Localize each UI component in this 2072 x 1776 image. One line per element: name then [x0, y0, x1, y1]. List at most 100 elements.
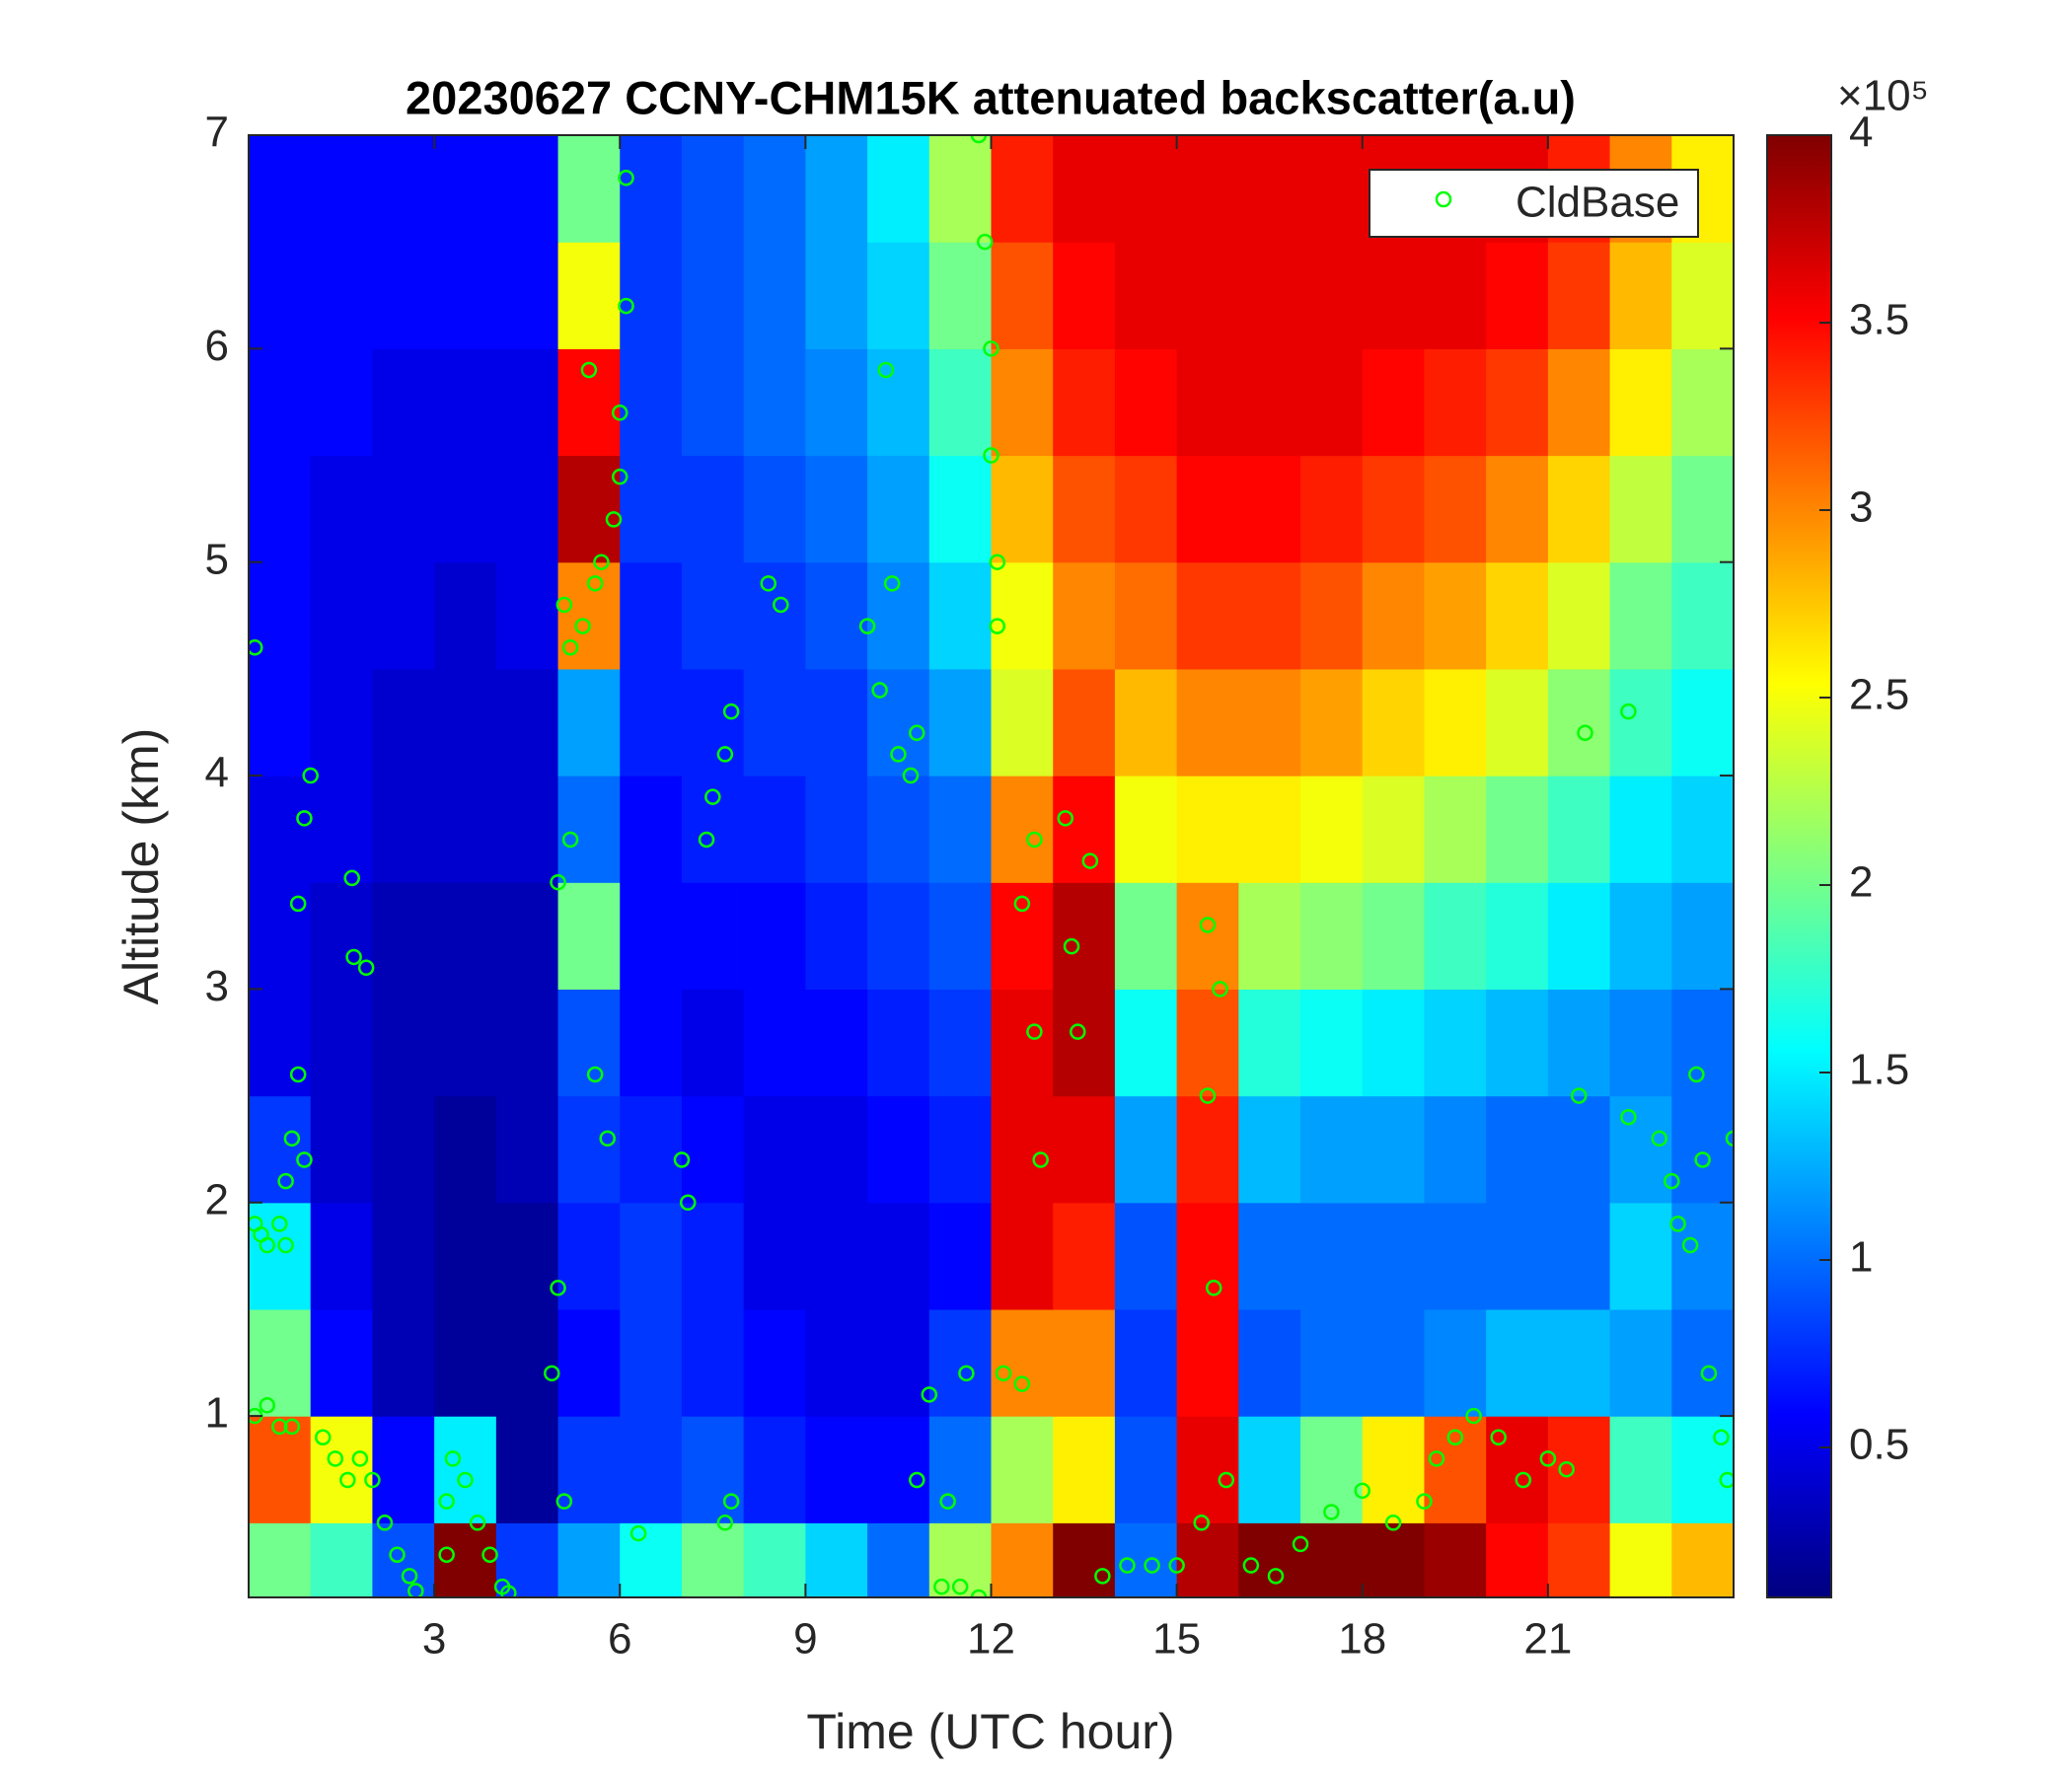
heat-cell — [805, 455, 868, 563]
heat-cell — [620, 989, 683, 1097]
cloud-base-point — [376, 1515, 394, 1531]
x-tick-label: 12 — [967, 1615, 1015, 1664]
heat-cell — [310, 1095, 374, 1204]
heat-cell — [1486, 1095, 1549, 1204]
heat-cell — [1300, 455, 1364, 563]
cloud-base-point — [1199, 1087, 1217, 1104]
heat-cell — [495, 1522, 559, 1597]
heat-cell — [681, 1202, 745, 1310]
heat-cell — [928, 776, 993, 883]
cloud-base-point — [550, 873, 566, 891]
heat-cell — [867, 561, 930, 670]
heat-cell — [1053, 989, 1116, 1097]
heat-cell — [434, 455, 497, 563]
heat-cell — [1609, 1202, 1672, 1310]
cloud-base-point — [401, 1568, 418, 1585]
heat-cell — [681, 1522, 745, 1597]
cloud-base-point — [933, 1578, 950, 1595]
heat-cell — [928, 882, 993, 991]
heat-cell — [557, 348, 621, 457]
cloud-base-point — [315, 1429, 332, 1445]
heat-cell — [1486, 561, 1549, 670]
heat-cell — [1114, 1202, 1178, 1310]
heat-cell — [1547, 561, 1611, 670]
heat-cell — [805, 1416, 868, 1523]
heat-cell — [620, 882, 683, 991]
heat-cell — [1300, 882, 1364, 991]
heat-cell — [867, 1308, 930, 1417]
heat-cell — [495, 989, 559, 1097]
heat-cell — [1486, 668, 1549, 777]
cloud-base-point — [921, 1386, 938, 1403]
heat-cell — [372, 348, 435, 457]
heat-cell — [1362, 1522, 1426, 1597]
cloud-base-point — [364, 1471, 381, 1489]
heat-cell — [1486, 242, 1549, 349]
y-tick-label: 4 — [205, 749, 229, 797]
heat-cell — [495, 242, 559, 349]
cloud-base-point — [673, 1151, 691, 1168]
heat-cell — [1424, 242, 1487, 349]
cloud-base-point — [1057, 810, 1073, 827]
cloud-base-point — [722, 703, 740, 720]
heat-cell — [557, 1202, 621, 1310]
cloud-base-point — [283, 1418, 301, 1436]
heat-cell — [372, 776, 435, 883]
heat-cell — [928, 561, 993, 670]
cloud-base-point — [500, 1585, 517, 1597]
cloud-base-point — [1570, 1087, 1588, 1104]
cloud-base-point — [883, 575, 901, 592]
heat-cell — [372, 668, 435, 777]
heat-cell — [991, 455, 1054, 563]
cloud-base-point — [989, 618, 1006, 634]
heat-cell — [372, 455, 435, 563]
cloud-base-point — [1725, 1130, 1734, 1147]
y-tick-label: 1 — [205, 1389, 229, 1438]
cloud-base-point — [469, 1515, 486, 1531]
heat-cell — [1176, 1416, 1239, 1523]
heat-cell — [681, 882, 745, 991]
heat-cell — [867, 1095, 930, 1204]
heat-cell — [1547, 455, 1611, 563]
heat-cell — [1547, 989, 1611, 1097]
heat-cell — [991, 882, 1054, 991]
cloud-base-point — [976, 233, 994, 251]
heat-cell — [1362, 455, 1426, 563]
heat-cell — [434, 882, 497, 991]
cloud-base-point — [951, 1578, 969, 1595]
heat-cell — [743, 989, 806, 1097]
cloud-base-point — [555, 596, 573, 614]
heat-cell — [1176, 455, 1239, 563]
heat-cell — [1238, 561, 1301, 670]
cloud-base-point — [259, 1397, 276, 1414]
cloud-base-point — [438, 1546, 455, 1563]
heat-cell — [557, 882, 621, 991]
cloud-base-point — [983, 340, 999, 357]
heat-cell — [805, 776, 868, 883]
heat-cell — [743, 776, 806, 883]
x-axis-label: Time (UTC hour) — [806, 1704, 1174, 1759]
cloud-base-point — [1681, 1236, 1699, 1254]
heat-cell — [991, 135, 1054, 243]
heat-cell — [1671, 561, 1734, 670]
heat-cell — [620, 776, 683, 883]
cloud-base-point — [357, 959, 375, 977]
heat-cell — [928, 455, 993, 563]
cloud-base-point — [1026, 1023, 1043, 1040]
heat-cell — [743, 561, 806, 670]
heat-cell — [867, 1202, 930, 1310]
heat-cell — [681, 776, 745, 883]
heat-cell — [557, 242, 621, 349]
heat-cell — [867, 882, 930, 991]
cloud-base-point — [271, 1418, 288, 1436]
heat-cell — [434, 1202, 497, 1310]
cloud-base-point — [704, 788, 721, 805]
cloud-base-point — [1199, 917, 1217, 933]
heat-cell — [743, 882, 806, 991]
cloud-base-point — [1026, 831, 1043, 849]
heat-cell — [928, 1522, 993, 1597]
heat-cell — [867, 455, 930, 563]
heat-cell — [867, 135, 930, 243]
heat-cell — [1238, 1522, 1301, 1597]
cloud-base-point — [1212, 981, 1228, 998]
